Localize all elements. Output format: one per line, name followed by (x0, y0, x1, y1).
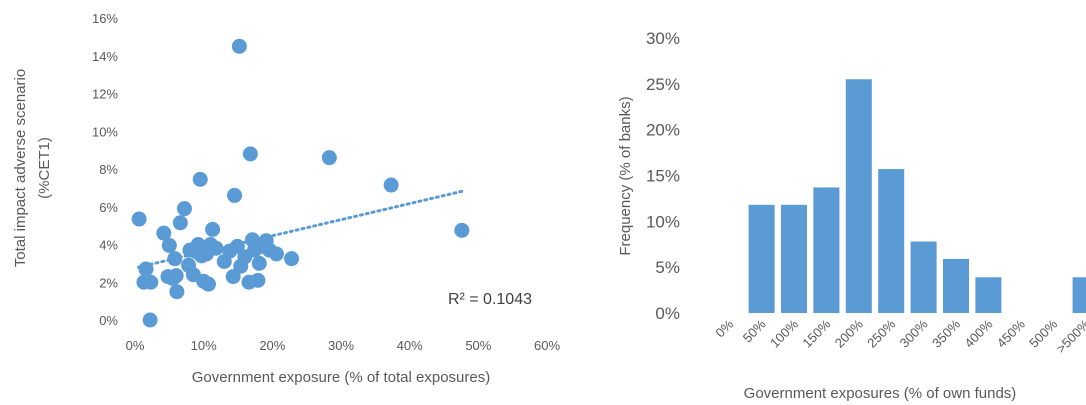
bar (845, 79, 872, 313)
scatter-point (268, 246, 284, 262)
scatter-x-tick-label: 20% (259, 338, 285, 353)
bar (910, 241, 937, 313)
bar-x-tick-label: 400% (961, 316, 995, 350)
scatter-point (251, 255, 267, 271)
scatter-point (225, 269, 241, 285)
scatter-x-tick-label: 10% (191, 338, 217, 353)
scatter-x-axis-title: Government exposure (% of total exposure… (192, 369, 490, 386)
scatter-point (176, 201, 192, 217)
scatter-point (143, 274, 159, 290)
bar-x-tick-label: 350% (929, 316, 963, 350)
scatter-point (142, 312, 158, 328)
bar (748, 204, 775, 313)
scatter-y-axis-title-line-1: Total impact adverse scenario (12, 69, 29, 267)
scatter-point (321, 150, 337, 166)
bar-x-tick-label: 0% (712, 316, 736, 340)
scatter-x-tick-label: 30% (328, 338, 354, 353)
scatter-y-tick-label: 8% (99, 162, 118, 177)
bar-y-tick-label: 5% (655, 258, 680, 277)
scatter-y-tick-label: 0% (99, 313, 118, 328)
bar-x-axis-title: Government exposures (% of own funds) (744, 385, 1017, 402)
bar-x-tick-label: 250% (864, 316, 898, 350)
scatter-y-tick-label: 4% (99, 238, 118, 253)
scatter-y-tick-label: 2% (99, 275, 118, 290)
scatter-y-tick-label: 12% (92, 87, 118, 102)
bar-y-tick-label: 0% (655, 304, 680, 323)
scatter-point (250, 272, 266, 288)
bar-x-tick-label: 450% (994, 316, 1028, 350)
bar (781, 204, 807, 313)
scatter-point (231, 38, 247, 54)
bar-chart: Frequency (% of banks) Government exposu… (617, 29, 1086, 402)
scatter-point (383, 177, 399, 193)
scatter-y-axis-title-line-2: (%CET1) (36, 137, 53, 199)
scatter-point (156, 225, 172, 241)
bar-y-tick-label: 30% (646, 29, 680, 48)
scatter-point (167, 251, 183, 267)
scatter-y-tick-label: 16% (92, 11, 118, 26)
bar-y-tick-label: 20% (646, 121, 680, 140)
scatter-point (227, 187, 243, 203)
scatter-point (131, 211, 147, 227)
scatter-point (229, 238, 245, 254)
bar (943, 258, 969, 313)
scatter-x-tick-label: 60% (534, 338, 560, 353)
bar-x-tick-label: 100% (767, 316, 801, 350)
scatter-point (200, 276, 216, 292)
bar-y-tick-label: 15% (646, 167, 680, 186)
scatter-y-tick-label: 14% (92, 49, 118, 64)
scatter-point (205, 221, 221, 237)
scatter-x-tick-label: 50% (465, 338, 491, 353)
scatter-point (242, 146, 258, 162)
scatter-point (192, 171, 208, 187)
bar (878, 169, 905, 313)
r-squared-label: R² = 0.1043 (448, 291, 532, 308)
scatter-point (172, 215, 188, 231)
scatter-point (168, 268, 184, 284)
scatter-point (284, 251, 300, 267)
scatter-point (161, 237, 177, 253)
bar (975, 277, 1002, 313)
bar-y-tick-label: 10% (646, 212, 680, 231)
scatter-point (454, 222, 470, 238)
scatter-point (208, 240, 224, 256)
scatter-x-tick-label: 40% (397, 338, 423, 353)
bar-x-tick-label: 50% (740, 316, 769, 345)
bar (1072, 277, 1086, 313)
scatter-y-tick-label: 6% (99, 200, 118, 215)
bar-y-axis-title: Frequency (% of banks) (617, 96, 634, 255)
bar-x-tick-label: >500% (1053, 316, 1086, 356)
scatter-chart: Total impact adverse scenario (%CET1) Go… (12, 11, 560, 386)
scatter-point (169, 284, 185, 300)
bar-y-tick-label: 25% (646, 75, 680, 94)
bar-x-tick-label: 300% (897, 316, 931, 350)
scatter-x-tick-label: 0% (126, 338, 145, 353)
scatter-point (138, 261, 154, 277)
bar (813, 187, 840, 313)
scatter-y-tick-label: 10% (92, 124, 118, 139)
bar-x-tick-label: 200% (832, 316, 866, 350)
bar-x-tick-label: 150% (799, 316, 833, 350)
